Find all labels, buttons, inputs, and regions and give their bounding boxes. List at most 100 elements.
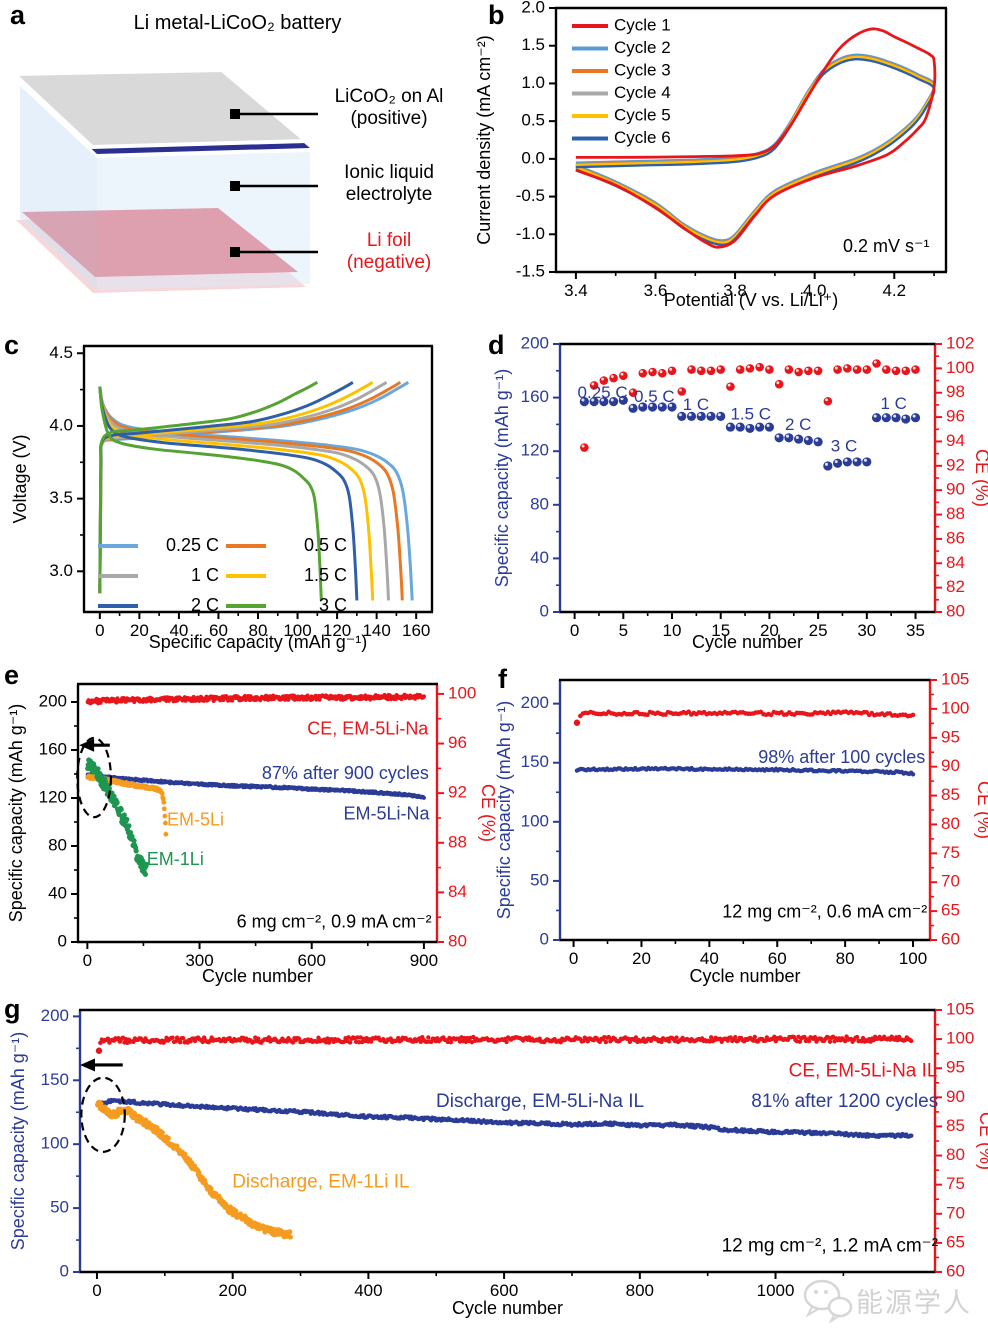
watermark-text: 能源学人 bbox=[856, 1287, 972, 1318]
svg-text:60: 60 bbox=[941, 929, 960, 948]
svg-text:800: 800 bbox=[626, 1281, 654, 1300]
svg-text:25: 25 bbox=[809, 621, 828, 640]
svg-text:88: 88 bbox=[448, 832, 467, 851]
svg-text:75: 75 bbox=[946, 1174, 965, 1193]
svg-text:0: 0 bbox=[95, 621, 104, 640]
svg-text:0: 0 bbox=[92, 1281, 101, 1300]
svg-text:200: 200 bbox=[218, 1281, 246, 1300]
svg-text:80: 80 bbox=[946, 1145, 965, 1164]
electrolyte-label-line2: electrolyte bbox=[345, 184, 433, 205]
svg-text:120: 120 bbox=[521, 441, 549, 460]
svg-text:Voltage (V): Voltage (V) bbox=[10, 434, 30, 523]
svg-text:84: 84 bbox=[448, 882, 467, 901]
svg-text:3 C: 3 C bbox=[831, 437, 857, 456]
svg-text:20: 20 bbox=[632, 949, 651, 968]
svg-text:80: 80 bbox=[48, 835, 67, 854]
svg-text:600: 600 bbox=[298, 951, 326, 970]
svg-text:CE (%): CE (%) bbox=[976, 1112, 988, 1170]
svg-text:EM-1Li: EM-1Li bbox=[147, 849, 204, 869]
svg-text:1 C: 1 C bbox=[191, 565, 219, 585]
svg-text:80: 80 bbox=[941, 814, 960, 833]
svg-text:200: 200 bbox=[39, 691, 67, 710]
svg-text:1 C: 1 C bbox=[880, 394, 906, 413]
svg-text:150: 150 bbox=[521, 752, 549, 771]
svg-text:Potential (V vs. Li/Li⁺): Potential (V vs. Li/Li⁺) bbox=[664, 290, 839, 310]
svg-text:Cycle 1: Cycle 1 bbox=[614, 15, 671, 34]
svg-text:0.2 mV s⁻¹: 0.2 mV s⁻¹ bbox=[843, 236, 930, 256]
svg-text:-1.0: -1.0 bbox=[516, 224, 545, 243]
svg-text:0: 0 bbox=[83, 951, 92, 970]
svg-text:60: 60 bbox=[768, 949, 787, 968]
svg-text:Specific capacity (mAh g⁻¹): Specific capacity (mAh g⁻¹) bbox=[494, 701, 514, 920]
cycling-12mg-chart: 0 20 40 60 80 100 0 50 100 150 200 60 65 70 75 80 85 90 95… bbox=[494, 669, 988, 986]
svg-text:0.5: 0.5 bbox=[521, 111, 545, 130]
svg-text:Cycle number: Cycle number bbox=[202, 966, 313, 986]
svg-text:6 mg cm⁻², 0.9 mA cm⁻²: 6 mg cm⁻², 0.9 mA cm⁻² bbox=[237, 912, 432, 932]
svg-text:4.5: 4.5 bbox=[49, 343, 73, 362]
svg-text:400: 400 bbox=[354, 1281, 382, 1300]
svg-text:160: 160 bbox=[39, 739, 67, 758]
svg-text:CE, EM-5Li-Na: CE, EM-5Li-Na bbox=[307, 718, 429, 738]
battery-schematic-title: Li metal-LiCoO₂ battery bbox=[133, 12, 342, 34]
svg-text:20: 20 bbox=[760, 621, 779, 640]
svg-text:120: 120 bbox=[39, 787, 67, 806]
svg-text:50: 50 bbox=[530, 870, 549, 889]
svg-text:Cycle 3: Cycle 3 bbox=[614, 60, 671, 79]
svg-text:600: 600 bbox=[490, 1281, 518, 1300]
electrolyte-front-face bbox=[97, 152, 310, 290]
svg-text:3.4: 3.4 bbox=[564, 281, 588, 300]
svg-text:Cycle number: Cycle number bbox=[689, 966, 800, 986]
svg-text:EM-5Li: EM-5Li bbox=[167, 810, 224, 830]
svg-text:0.0: 0.0 bbox=[521, 148, 545, 167]
svg-text:100: 100 bbox=[899, 949, 927, 968]
svg-text:Specific capacity (mAh g⁻¹): Specific capacity (mAh g⁻¹) bbox=[149, 632, 368, 652]
svg-text:120: 120 bbox=[323, 621, 351, 640]
svg-text:4.2: 4.2 bbox=[882, 281, 906, 300]
svg-text:92: 92 bbox=[946, 455, 965, 474]
svg-text:2.0: 2.0 bbox=[521, 0, 545, 16]
svg-text:1 C: 1 C bbox=[683, 395, 709, 414]
svg-text:Cycle 4: Cycle 4 bbox=[614, 83, 671, 102]
svg-text:88: 88 bbox=[946, 504, 965, 523]
svg-text:Cycle 6: Cycle 6 bbox=[614, 128, 671, 147]
svg-text:98% after 100 cycles: 98% after 100 cycles bbox=[758, 747, 925, 767]
svg-text:70: 70 bbox=[946, 1203, 965, 1222]
svg-text:3.5: 3.5 bbox=[49, 488, 73, 507]
svg-text:90: 90 bbox=[946, 1087, 965, 1106]
svg-text:200: 200 bbox=[521, 333, 549, 352]
svg-text:98: 98 bbox=[946, 382, 965, 401]
svg-text:1.0: 1.0 bbox=[521, 73, 545, 92]
svg-text:12 mg cm⁻², 1.2 mA cm⁻²: 12 mg cm⁻², 1.2 mA cm⁻² bbox=[722, 1235, 938, 1256]
electrolyte-left-face bbox=[20, 86, 97, 290]
svg-text:3.0: 3.0 bbox=[49, 561, 73, 580]
svg-text:0: 0 bbox=[570, 621, 579, 640]
svg-text:100: 100 bbox=[946, 358, 974, 377]
svg-text:80: 80 bbox=[448, 931, 467, 950]
svg-text:100: 100 bbox=[448, 683, 476, 702]
svg-text:1000: 1000 bbox=[757, 1281, 795, 1300]
svg-text:CE (%): CE (%) bbox=[974, 781, 988, 839]
svg-text:100: 100 bbox=[941, 698, 969, 717]
watermark: 能源学人 bbox=[800, 1268, 986, 1332]
panel-d-letter: d bbox=[488, 330, 505, 360]
svg-text:0: 0 bbox=[569, 949, 578, 968]
leader-markers bbox=[230, 109, 240, 257]
anode-label-line1: Li foil bbox=[366, 230, 412, 251]
svg-text:75: 75 bbox=[941, 843, 960, 862]
svg-text:50: 50 bbox=[50, 1198, 69, 1217]
svg-text:200: 200 bbox=[521, 693, 549, 712]
cathode-label-line2: (positive) bbox=[350, 108, 428, 129]
panel-a-letter: a bbox=[10, 0, 26, 30]
svg-text:85: 85 bbox=[941, 785, 960, 804]
svg-text:3.6: 3.6 bbox=[644, 281, 668, 300]
cathode-label: LiCoO₂ on Al (positive) bbox=[316, 86, 462, 130]
svg-text:105: 105 bbox=[946, 1000, 974, 1018]
svg-text:60: 60 bbox=[946, 1261, 965, 1280]
svg-text:0: 0 bbox=[60, 1261, 69, 1280]
svg-text:86: 86 bbox=[946, 528, 965, 547]
leader-lines bbox=[236, 112, 318, 254]
svg-text:40: 40 bbox=[48, 883, 67, 902]
svg-text:0.5 C: 0.5 C bbox=[634, 387, 675, 406]
rate-voltage-profiles-chart: 0 20 40 60 80 100 120 140 160 3.0 3.5 4.0 4.5 Specifi… bbox=[10, 343, 434, 652]
